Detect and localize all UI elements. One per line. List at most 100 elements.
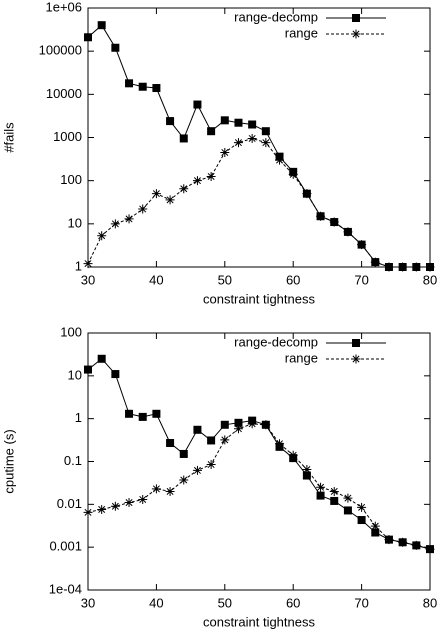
x-tick-label: 50 [218,272,232,287]
marker-star [370,521,380,531]
marker-star [275,155,285,165]
marker-square [125,79,134,88]
marker-square [371,528,380,537]
marker-square [193,100,202,109]
marker-star [343,227,353,237]
x-tick-label: 50 [218,595,232,610]
marker-square [207,127,216,136]
x-axis-label: constraint tightness [203,291,316,306]
marker-square [138,412,147,421]
marker-star [316,482,326,492]
y-tick-label: 1000 [53,129,82,144]
x-tick-label: 30 [81,595,95,610]
series-line [87,24,430,268]
x-tick-label: 70 [354,595,368,610]
marker-star [351,29,361,39]
marker-star [124,214,134,224]
y-tick-label: 1e-04 [49,581,82,596]
marker-star [206,460,216,470]
y-axis-label: cputime (s) [1,429,16,493]
marker-square [84,33,92,42]
marker-star [83,259,93,269]
marker-star [343,493,353,503]
marker-star [398,262,408,272]
marker-square [193,425,202,434]
y-tick-label: 1 [75,258,82,273]
marker-star [179,475,189,485]
marker-star [97,504,107,514]
marker-square [302,471,311,480]
x-tick-label: 40 [149,595,163,610]
marker-square [234,118,243,127]
y-tick-label: 0.001 [49,539,82,554]
marker-star [192,465,202,475]
marker-star [288,169,298,179]
marker-star [316,211,326,221]
marker-square [357,516,366,525]
x-tick-label: 80 [423,595,437,610]
y-axis-label: #fails [1,122,16,153]
marker-star [247,133,257,143]
marker-star [206,171,216,181]
marker-star [138,204,148,214]
legend-label: range-decomp [234,9,318,24]
marker-star [425,262,435,272]
marker-star [357,240,367,250]
y-tick-label: 10 [68,215,82,230]
marker-star [220,147,230,157]
marker-square [316,491,325,500]
marker-star [384,262,394,272]
marker-square [330,496,339,505]
marker-square [138,82,147,91]
marker-star [288,450,298,460]
y-tick-label: 0.1 [64,453,82,468]
y-tick-label: 100000 [39,43,82,58]
marker-square [97,21,106,30]
marker-square [111,370,120,379]
marker-star [261,420,271,430]
marker-square [220,116,229,125]
marker-star [151,484,161,494]
x-tick-label: 30 [81,272,95,287]
marker-star [192,176,202,186]
marker-star [384,535,394,545]
x-tick-label: 60 [286,595,300,610]
marker-star [97,231,107,241]
marker-star [357,502,367,512]
series-line [87,137,430,268]
marker-star [398,537,408,547]
marker-square [179,449,188,458]
marker-star [411,262,421,272]
marker-star [329,486,339,496]
marker-star [247,419,257,429]
marker-star [233,138,243,148]
marker-star [165,486,175,496]
x-tick-label: 70 [354,272,368,287]
legend-label: range [285,350,318,365]
x-tick-label: 80 [423,272,437,287]
marker-star [302,189,312,199]
marker-square [343,506,352,515]
marker-square [248,120,257,129]
marker-star [220,435,230,445]
marker-square [207,436,216,445]
plot-frame [87,7,431,268]
marker-square [166,439,175,448]
legend-label: range [285,25,318,40]
legend-label: range-decomp [234,334,318,349]
marker-star [370,257,380,267]
marker-star [261,138,271,148]
marker-star [110,501,120,511]
y-tick-label: 1e+06 [45,0,82,14]
x-tick-label: 40 [149,272,163,287]
marker-star [124,498,134,508]
marker-square [152,84,161,93]
y-tick-label: 0.01 [57,496,82,511]
x-axis-label: constraint tightness [203,614,316,629]
marker-star [83,507,93,517]
marker-star [425,544,435,554]
marker-square [125,409,134,418]
marker-square [261,127,270,136]
marker-square [234,418,243,427]
